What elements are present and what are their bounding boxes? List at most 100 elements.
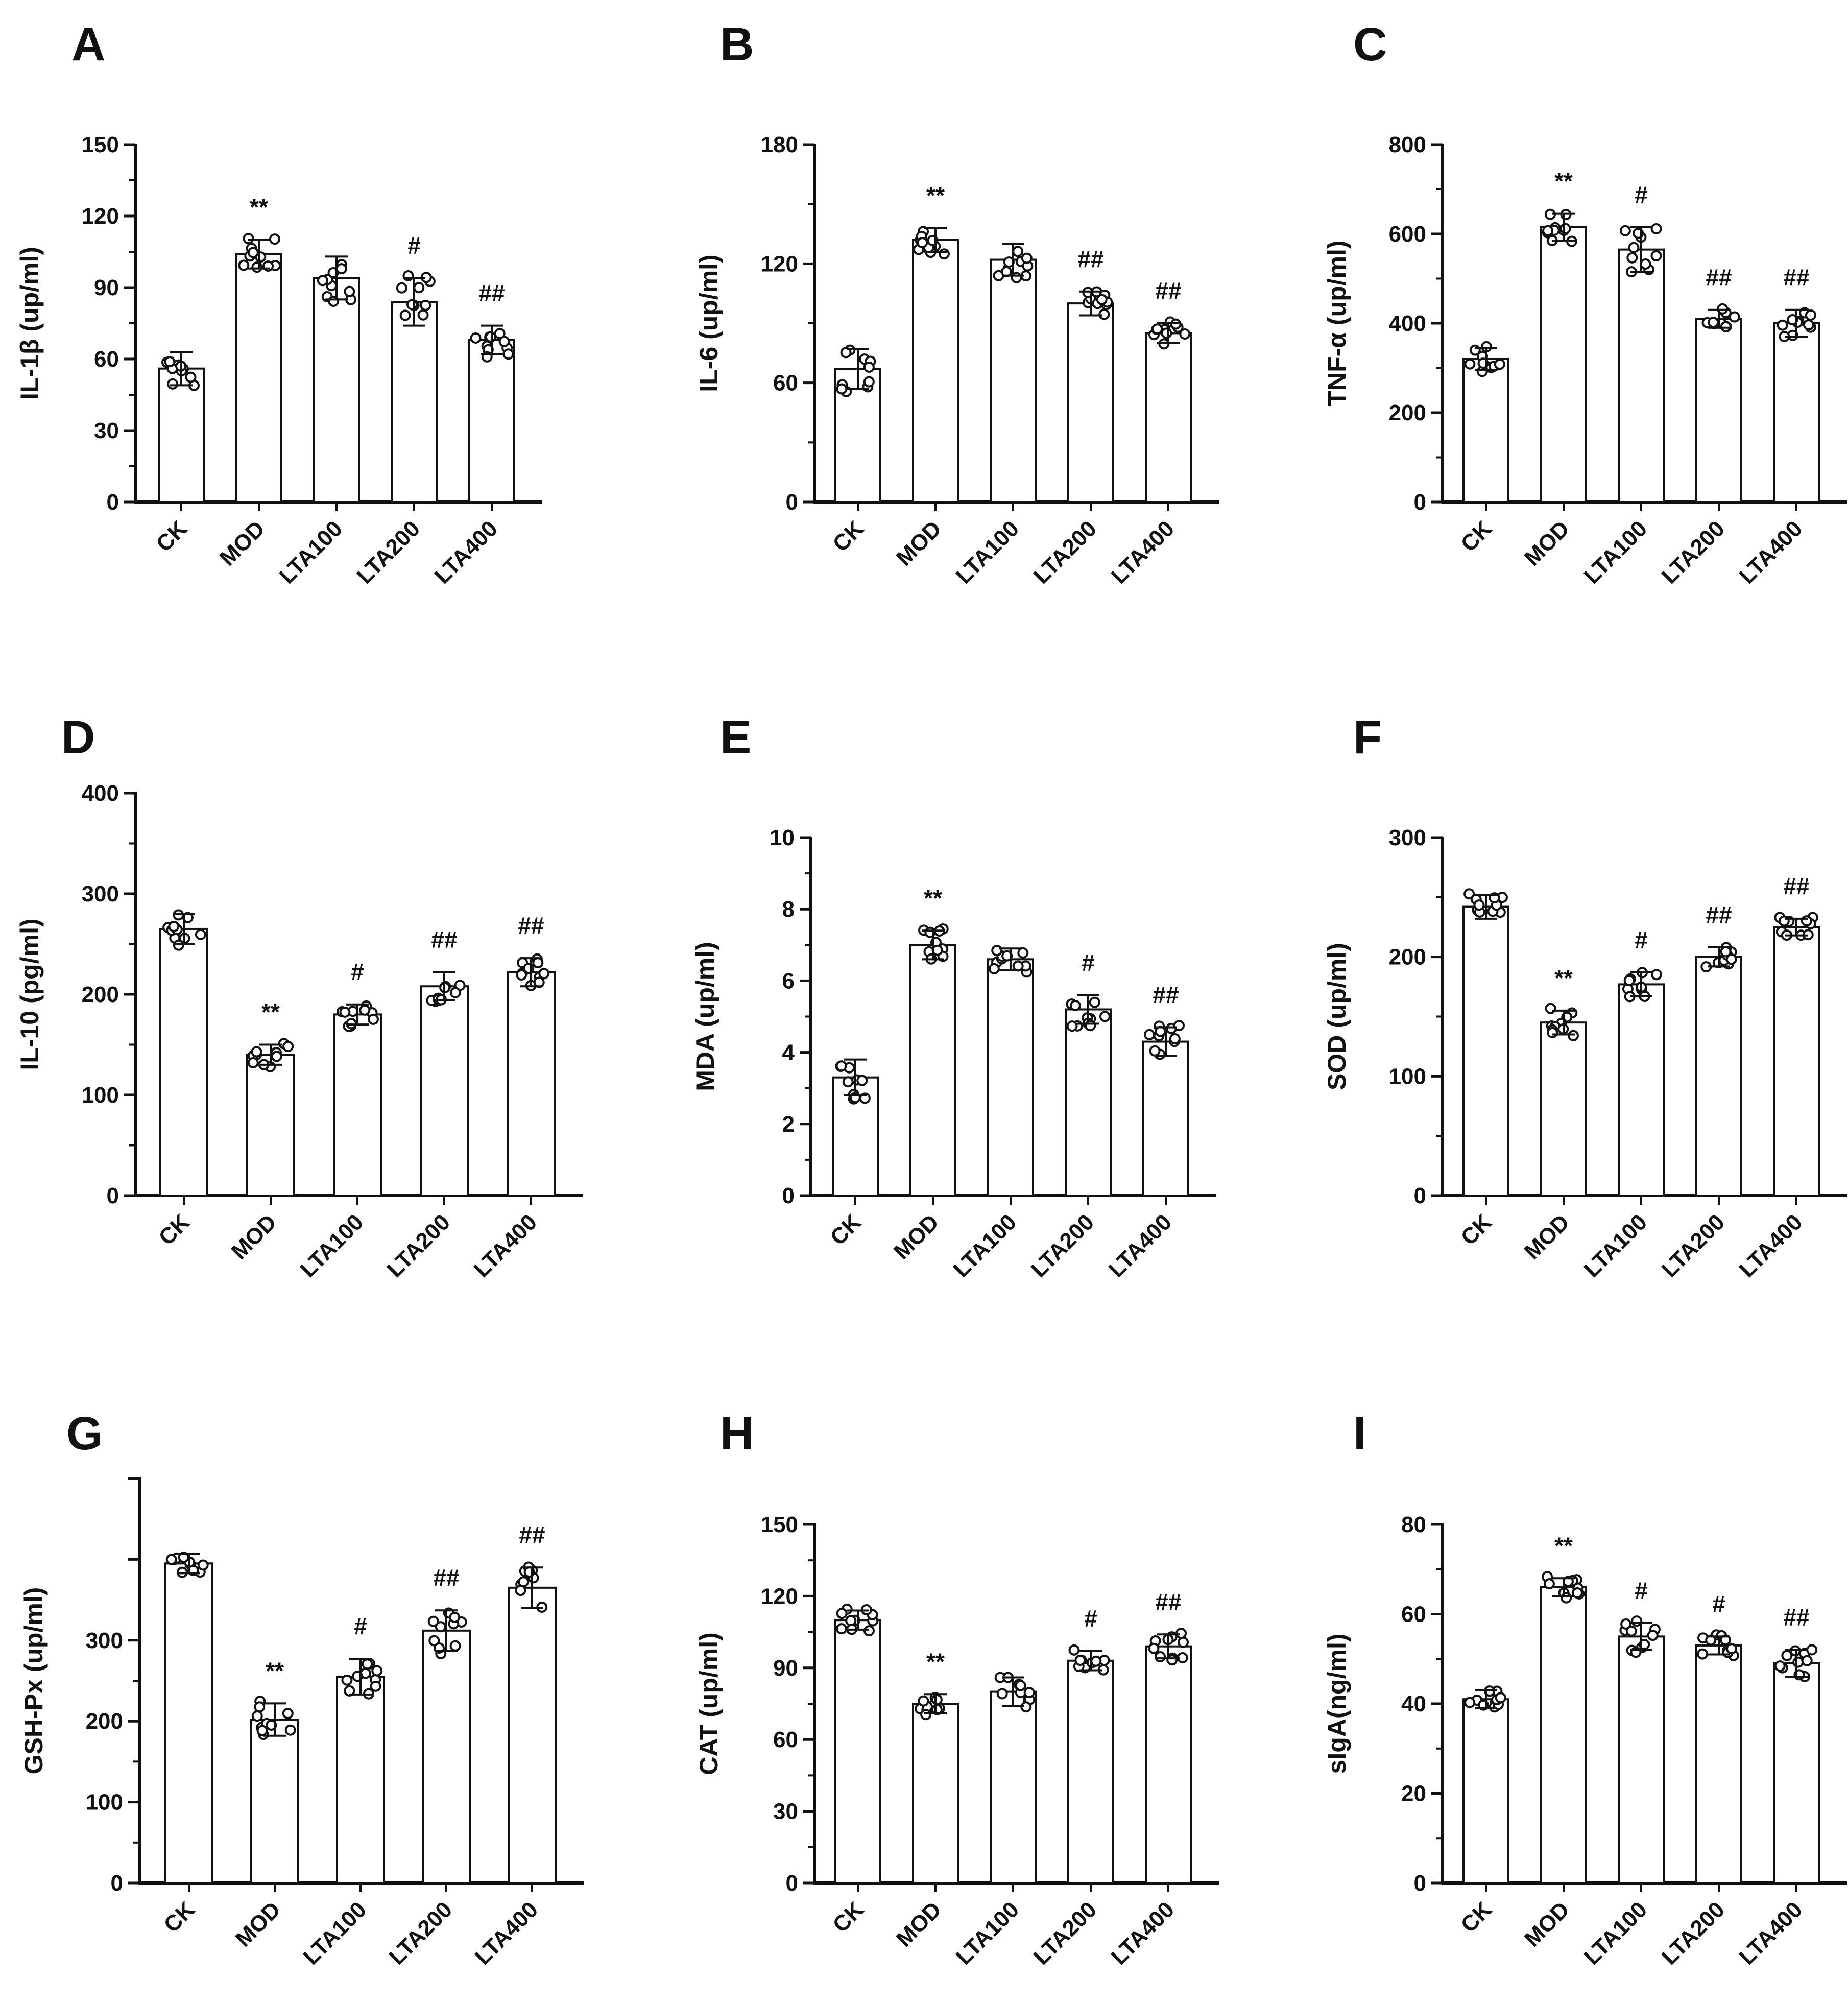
data-point-e	[1089, 996, 1100, 1008]
y-tick-label-e: 0	[782, 1183, 795, 1208]
y-tick-label-d: 100	[82, 1083, 119, 1108]
bar-f-mod	[1540, 1021, 1587, 1197]
data-point-b	[1012, 246, 1024, 257]
bar-b-lta200	[1067, 302, 1114, 503]
data-point-i	[1543, 1578, 1555, 1590]
category-label-f: CK	[1456, 1209, 1497, 1250]
category-label-h: LTA200	[1029, 1897, 1101, 1969]
data-point-f	[1545, 1003, 1556, 1014]
data-point-a	[406, 299, 418, 311]
y-tick-label-i: 60	[1401, 1602, 1426, 1627]
data-point-a	[247, 247, 259, 258]
category-label-f: LTA400	[1735, 1209, 1807, 1282]
panel-letter-d: D	[61, 711, 95, 764]
data-point-b	[840, 347, 852, 359]
y-axis-label-b: IL-6 (up/ml)	[694, 254, 723, 392]
data-point-c	[1720, 321, 1732, 332]
data-point-b	[1098, 308, 1110, 320]
y-axis-label-a: IL-1β (up/ml)	[15, 247, 44, 400]
y-tick-label-a: 30	[94, 418, 119, 443]
data-point-g	[341, 1674, 353, 1686]
y-tick-label-h: 60	[773, 1727, 798, 1752]
data-point-a	[164, 356, 176, 368]
data-point-e	[1173, 1020, 1185, 1032]
significance-d: #	[351, 959, 364, 985]
significance-h: #	[1084, 1605, 1097, 1632]
bar-g-lta100	[336, 1676, 385, 1885]
category-label-g: LTA400	[470, 1897, 543, 1969]
data-point-h	[1090, 1655, 1102, 1667]
data-point-g	[266, 1719, 277, 1731]
significance-g: #	[354, 1613, 367, 1639]
category-label-a: CK	[151, 516, 192, 557]
data-point-c	[1464, 358, 1476, 370]
significance-f: ##	[1783, 873, 1809, 899]
significance-h: ##	[1155, 1588, 1181, 1615]
bar-h-lta400	[1145, 1645, 1192, 1884]
y-tick-label-d: 200	[82, 982, 119, 1007]
significance-g: ##	[519, 1521, 545, 1548]
data-point-a	[420, 299, 431, 311]
data-point-a	[335, 263, 347, 275]
data-point-e	[991, 945, 1003, 957]
category-label-a: LTA100	[275, 516, 347, 588]
bar-h-lta100	[990, 1690, 1037, 1885]
y-tick-label-i: 80	[1401, 1512, 1426, 1537]
category-label-d: LTA200	[382, 1209, 455, 1282]
data-point-f	[1720, 946, 1732, 958]
panel-h: H 0 30 60 90 120 150 CAT (up/ml) CK ** MOD LTA100 # L…	[694, 1408, 1219, 1970]
data-point-a	[502, 348, 514, 360]
data-point-g	[370, 1680, 381, 1692]
y-tick-label-b: 120	[761, 251, 798, 276]
category-label-e: LTA100	[949, 1209, 1021, 1282]
bar-a-lta400	[468, 339, 515, 504]
y-tick-label-g: 200	[86, 1709, 123, 1734]
bar-i-lta200	[1695, 1644, 1742, 1885]
data-point-g	[435, 1621, 446, 1633]
panel-letter-g: G	[66, 1408, 103, 1460]
data-point-h	[836, 1608, 848, 1619]
data-point-c	[1494, 359, 1505, 370]
panel-f: F 0 100 200 300 SOD (up/ml) CK ** MOD # LTA100 ## LT…	[1323, 711, 1847, 1282]
data-point-h	[931, 1694, 943, 1706]
data-point-e	[1149, 1045, 1161, 1057]
significance-d: ##	[431, 926, 457, 953]
panel-b: B 0 60 120 180 IL-6 (up/ml) CK ** MOD LTA100 ## LTA…	[694, 18, 1219, 589]
y-axis-label-f: SOD (up/ml)	[1323, 943, 1351, 1090]
data-point-h	[1074, 1654, 1086, 1666]
panel-letter-h: H	[720, 1408, 754, 1460]
y-tick-label-f: 300	[1389, 825, 1426, 850]
data-point-c	[1640, 258, 1651, 270]
data-point-c	[1805, 309, 1817, 321]
data-point-d	[538, 968, 550, 980]
data-point-d	[532, 957, 544, 969]
data-point-i	[1806, 1644, 1818, 1656]
data-point-f	[1567, 1030, 1579, 1041]
significance-e: #	[1082, 949, 1095, 975]
bar-c-mod	[1540, 226, 1587, 503]
data-point-g	[371, 1665, 383, 1677]
data-point-d	[359, 1004, 371, 1016]
category-label-b: CK	[828, 516, 869, 557]
data-point-e	[835, 1060, 847, 1072]
data-point-c	[1708, 317, 1719, 328]
data-point-e	[1143, 1029, 1155, 1040]
data-point-d	[247, 1057, 259, 1068]
data-point-h	[1068, 1644, 1080, 1656]
significance-c: ##	[1706, 264, 1732, 291]
bar-b-mod	[912, 239, 959, 503]
y-tick-label-a: 60	[94, 347, 119, 372]
data-point-i	[1719, 1634, 1731, 1646]
panel-letter-f: F	[1353, 711, 1382, 764]
y-tick-label-c: 800	[1389, 132, 1426, 157]
data-point-b	[1161, 327, 1172, 339]
bar-a-ck	[158, 367, 205, 504]
category-label-d: MOD	[227, 1209, 281, 1264]
data-point-c	[1559, 223, 1571, 234]
significance-i: #	[1635, 1577, 1648, 1604]
data-point-g	[256, 1725, 268, 1736]
bar-g-ck	[164, 1562, 213, 1885]
data-point-h	[863, 1625, 875, 1637]
data-point-e	[1169, 1033, 1181, 1044]
